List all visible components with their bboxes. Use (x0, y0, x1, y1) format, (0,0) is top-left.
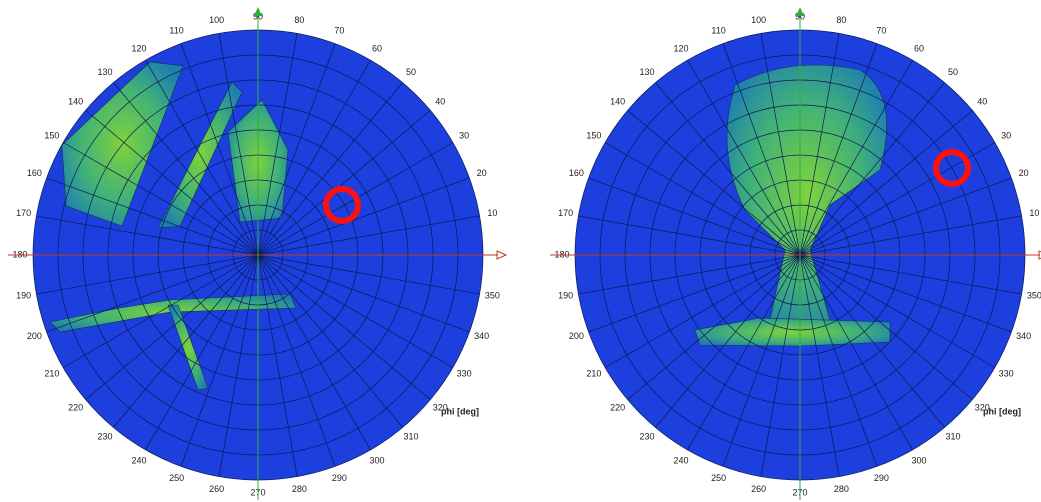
theta-tick-label: 50 (948, 67, 958, 77)
theta-tick-label: 120 (673, 43, 688, 53)
theta-tick-label: 240 (673, 455, 688, 465)
theta-tick-label: 170 (558, 208, 573, 218)
theta-tick-label: 230 (640, 432, 655, 442)
theta-tick-label: 30 (459, 130, 469, 140)
theta-tick-label: 40 (977, 96, 987, 106)
theta-tick-label: 240 (131, 455, 146, 465)
theta-tick-label: 260 (751, 484, 766, 494)
theta-tick-label: 70 (334, 26, 344, 36)
theta-tick-label: 160 (27, 168, 42, 178)
theta-tick-label: 220 (68, 402, 83, 412)
theta-tick-label: 50 (406, 67, 416, 77)
pole-figures: 1020304050607080901001101201301401501601… (0, 0, 1041, 502)
theta-tick-label: 20 (477, 168, 487, 178)
theta-tick-label: 140 (68, 96, 83, 106)
theta-tick-label: 80 (294, 15, 304, 25)
theta-tick-label: 190 (558, 291, 573, 301)
theta-tick-label: 350 (485, 291, 500, 301)
theta-tick-label: 260 (209, 484, 224, 494)
theta-tick-label: 100 (209, 15, 224, 25)
theta-tick-label: 60 (372, 43, 382, 53)
theta-tick-label: 330 (457, 368, 472, 378)
theta-tick-label: 150 (44, 130, 59, 140)
theta-tick-label: 200 (27, 331, 42, 341)
theta-tick-label: 220 (610, 402, 625, 412)
theta-tick-label: 110 (711, 26, 725, 36)
theta-tick-label: 130 (98, 67, 113, 77)
theta-tick-label: 290 (332, 473, 347, 483)
theta-tick-label: 290 (874, 473, 889, 483)
theta-tick-label: 210 (586, 368, 601, 378)
theta-tick-label: 160 (569, 168, 584, 178)
theta-tick-label: 40 (435, 96, 445, 106)
theta-tick-label: 10 (487, 208, 497, 218)
theta-tick-label: 120 (131, 43, 146, 53)
theta-tick-label: 300 (369, 455, 384, 465)
axis-label: phi [deg] (983, 406, 1021, 416)
theta-tick-label: 70 (876, 26, 886, 36)
theta-tick-label: 330 (999, 368, 1014, 378)
theta-tick-label: 80 (836, 15, 846, 25)
theta-tick-label: 310 (403, 432, 418, 442)
theta-tick-label: 170 (16, 208, 31, 218)
theta-tick-label: 100 (751, 15, 766, 25)
axis-label: phi [deg] (441, 406, 479, 416)
theta-tick-label: 130 (640, 67, 655, 77)
theta-tick-label: 200 (569, 331, 584, 341)
theta-tick-label: 340 (474, 331, 489, 341)
theta-tick-label: 280 (834, 484, 849, 494)
theta-tick-label: 20 (1019, 168, 1029, 178)
theta-tick-label: 180 (554, 249, 569, 259)
theta-tick-label: 150 (586, 130, 601, 140)
theta-tick-label: 280 (292, 484, 307, 494)
theta-tick-label: 230 (98, 432, 113, 442)
theta-tick-label: 350 (1027, 291, 1041, 301)
theta-tick-label: 250 (169, 473, 184, 483)
theta-tick-label: 250 (711, 473, 726, 483)
theta-tick-label: 110 (169, 26, 183, 36)
theta-tick-label: 300 (911, 455, 926, 465)
theta-tick-label: 30 (1001, 130, 1011, 140)
theta-tick-label: 60 (914, 43, 924, 53)
theta-tick-label: 10 (1029, 208, 1039, 218)
theta-tick-label: 310 (945, 432, 960, 442)
theta-tick-label: 190 (16, 291, 31, 301)
theta-tick-label: 210 (44, 368, 59, 378)
theta-tick-label: 140 (610, 96, 625, 106)
theta-tick-label: 180 (12, 249, 27, 259)
theta-tick-label: 340 (1016, 331, 1031, 341)
x-arrow (497, 251, 506, 259)
